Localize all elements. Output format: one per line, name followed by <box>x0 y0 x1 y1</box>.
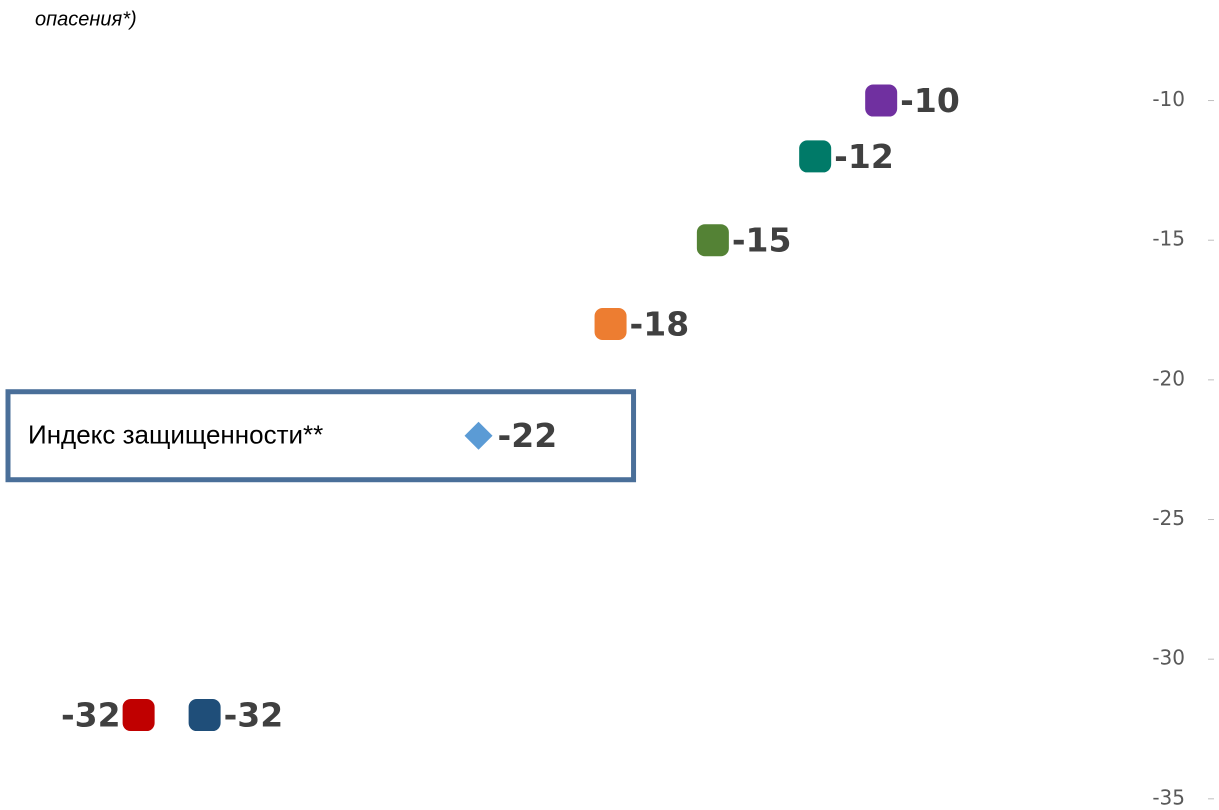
annotation-box <box>5 389 637 483</box>
data-label: -15 <box>732 221 792 260</box>
y-tick-label: -10 <box>1152 87 1185 111</box>
data-label: -32 <box>61 696 121 735</box>
y-tick-label: -35 <box>1152 785 1185 809</box>
point <box>865 84 898 117</box>
data-label: -10 <box>900 81 960 120</box>
point <box>188 699 221 732</box>
point <box>464 421 493 450</box>
point <box>594 308 627 340</box>
data-label: -22 <box>498 416 558 455</box>
point <box>122 699 155 732</box>
y-tick-label: -15 <box>1152 227 1185 251</box>
y-tick-label: -30 <box>1152 646 1185 670</box>
data-label: -12 <box>834 137 894 176</box>
series-name: Индекс защищенности** <box>28 420 323 450</box>
point <box>799 140 832 173</box>
chart-title: опасения*) <box>35 8 137 30</box>
y-tick-label: -25 <box>1152 506 1185 530</box>
data-label: -18 <box>630 305 690 344</box>
point <box>696 224 729 257</box>
y-tick-label: -20 <box>1152 366 1185 390</box>
data-label: -32 <box>224 696 284 735</box>
